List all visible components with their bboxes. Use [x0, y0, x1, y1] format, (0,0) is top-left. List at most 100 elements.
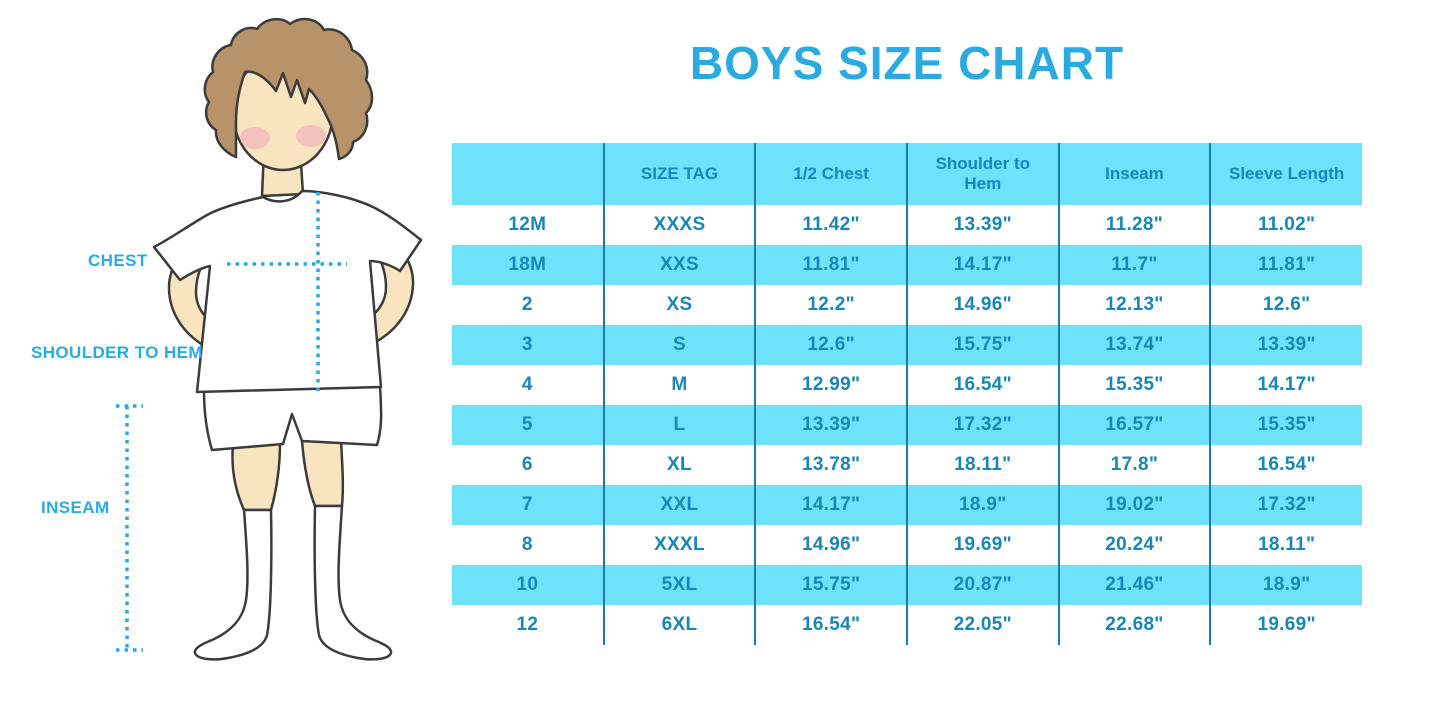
- table-cell: 14.17": [905, 245, 1059, 285]
- table-cell: S: [602, 325, 756, 365]
- boy-tshirt: [152, 189, 423, 394]
- column-header: [452, 143, 604, 205]
- table-row: 5 L 13.39" 17.32" 16.57" 15.35": [452, 405, 1362, 445]
- table-cell: 12M: [508, 214, 547, 235]
- table-row: 2 XS 12.2" 14.96" 12.13" 12.6": [452, 285, 1362, 325]
- table-cell: 19.69": [1209, 605, 1362, 645]
- table-cell: 11.81": [754, 245, 907, 285]
- table-row: 4 M 12.99" 16.54" 15.35" 14.17": [452, 365, 1362, 405]
- table-cell: XL: [602, 445, 756, 485]
- chest-label: CHEST: [88, 251, 148, 270]
- table-cell: 3: [452, 325, 604, 365]
- table-cell: 22.68": [1057, 605, 1211, 645]
- table-row: 12 6XL 16.54" 22.05" 22.68" 19.69": [452, 605, 1362, 645]
- table-cell: XXS: [602, 245, 756, 285]
- table-header: SIZE TAG 1/2 Chest Shoulder to Hem Inseam Sl…: [452, 143, 1362, 205]
- boy-shorts: [202, 384, 383, 452]
- table-cell: XXXS: [602, 205, 756, 245]
- table-cell: 12: [516, 614, 539, 635]
- table-cell: 16.54": [1209, 445, 1362, 485]
- table-row: 6 XL 13.78" 18.11" 17.8" 16.54": [452, 445, 1362, 485]
- table-cell: 18.9": [1209, 565, 1362, 605]
- table-cell: 12.99": [754, 365, 907, 405]
- table-cell: 13.39": [905, 205, 1059, 245]
- header-row: SIZE TAG 1/2 Chest Shoulder to Hem Inseam Sl…: [452, 143, 1362, 205]
- table-cell: 13.39": [1209, 325, 1362, 365]
- table-cell: 14.17": [1209, 365, 1362, 405]
- table-cell: 12.13": [1057, 285, 1211, 325]
- table-cell: 13.39": [754, 405, 907, 445]
- table-row: 3 S 12.6" 15.75" 13.74" 13.39": [452, 325, 1362, 365]
- table-cell: XS: [602, 285, 756, 325]
- table-cell: 12.6": [1209, 285, 1362, 325]
- table-cell: 11.42": [754, 205, 907, 245]
- boy-illustration: [116, 17, 423, 661]
- column-header: 1/2 Chest: [754, 143, 907, 205]
- shoulder-to-hem-label: SHOULDER TO HEM: [31, 343, 203, 362]
- table-cell: 10: [452, 565, 604, 605]
- table-cell: 15.35": [1209, 405, 1362, 445]
- table-cell: 19.69": [905, 525, 1059, 565]
- table-cell: 17.32": [905, 405, 1059, 445]
- table-cell: 22.05": [905, 605, 1059, 645]
- table-cell: L: [602, 405, 756, 445]
- table-cell: 6XL: [602, 605, 756, 645]
- table-row: 7 XXL 14.17" 18.9" 19.02" 17.32": [452, 485, 1362, 525]
- table-cell: 7: [452, 485, 604, 525]
- table-cell: XXL: [602, 485, 756, 525]
- table-cell: 11.28": [1057, 205, 1211, 245]
- boy-hair: [203, 17, 374, 161]
- table-cell: 18M: [452, 245, 604, 285]
- table-cell: 14.17": [754, 485, 907, 525]
- size-table: SIZE TAG 1/2 Chest Shoulder to Hem Inseam Sl…: [452, 143, 1362, 645]
- table-cell: 16.57": [1057, 405, 1211, 445]
- column-header: Inseam: [1057, 143, 1211, 205]
- boy-left-sock: [193, 508, 273, 661]
- boy-right-cheek: [296, 125, 326, 147]
- table-cell: 11.81": [1209, 245, 1362, 285]
- boy-left-leg: [231, 441, 282, 512]
- table-row: 8 XXXL 14.96" 19.69" 20.24" 18.11": [452, 525, 1362, 565]
- column-header: Sleeve Length: [1209, 143, 1362, 205]
- table-cell: 14.96": [754, 525, 907, 565]
- table-cell: 17.8": [1057, 445, 1211, 485]
- table-cell: 12.2": [754, 285, 907, 325]
- table-cell: XXXL: [602, 525, 756, 565]
- table-cell: 6: [521, 454, 533, 475]
- table-cell: 13.74": [1057, 325, 1211, 365]
- table-cell: 2: [521, 294, 533, 315]
- table-cell: 18.9": [905, 485, 1059, 525]
- boy-right-leg: [300, 438, 345, 508]
- table-cell: 20.24": [1057, 525, 1211, 565]
- inseam-measure-line: [116, 404, 143, 652]
- table-cell: 21.46": [1057, 565, 1211, 605]
- column-header: SIZE TAG: [602, 143, 756, 205]
- table-cell: 14.96": [905, 285, 1059, 325]
- inseam-label: INSEAM: [41, 498, 110, 517]
- table-row: 18M XXS 11.81" 14.17" 11.7" 11.81": [452, 245, 1362, 285]
- table-cell: 19.02": [1057, 485, 1211, 525]
- table-cell: 15.75": [905, 325, 1059, 365]
- table-row: 12M XXXS 11.42" 13.39" 11.28" 11.02": [452, 205, 1362, 245]
- table-cell: 5XL: [602, 565, 756, 605]
- table-cell: 15.35": [1057, 365, 1211, 405]
- table-cell: M: [602, 365, 756, 405]
- table-cell: 8: [521, 534, 533, 555]
- table-row: 10 5XL 15.75" 20.87" 21.46" 18.9": [452, 565, 1362, 605]
- page-title: BOYS SIZE CHART: [689, 37, 1125, 89]
- table-cell: 18.11": [1209, 525, 1362, 565]
- table-cell: 16.54": [905, 365, 1059, 405]
- boy-left-cheek: [240, 127, 270, 149]
- table-cell: 16.54": [754, 605, 907, 645]
- table-cell: 5: [452, 405, 604, 445]
- table-cell: 18.11": [905, 445, 1059, 485]
- boy-right-sock: [313, 504, 393, 661]
- table-cell: 12.6": [754, 325, 907, 365]
- table-cell: 17.32": [1209, 485, 1362, 525]
- column-header: Shoulder to Hem: [905, 143, 1059, 205]
- table-cell: 11.7": [1057, 245, 1211, 285]
- table-cell: 20.87": [905, 565, 1059, 605]
- table-cell: 4: [521, 374, 533, 395]
- table-cell: 15.75": [754, 565, 907, 605]
- table-cell: 13.78": [754, 445, 907, 485]
